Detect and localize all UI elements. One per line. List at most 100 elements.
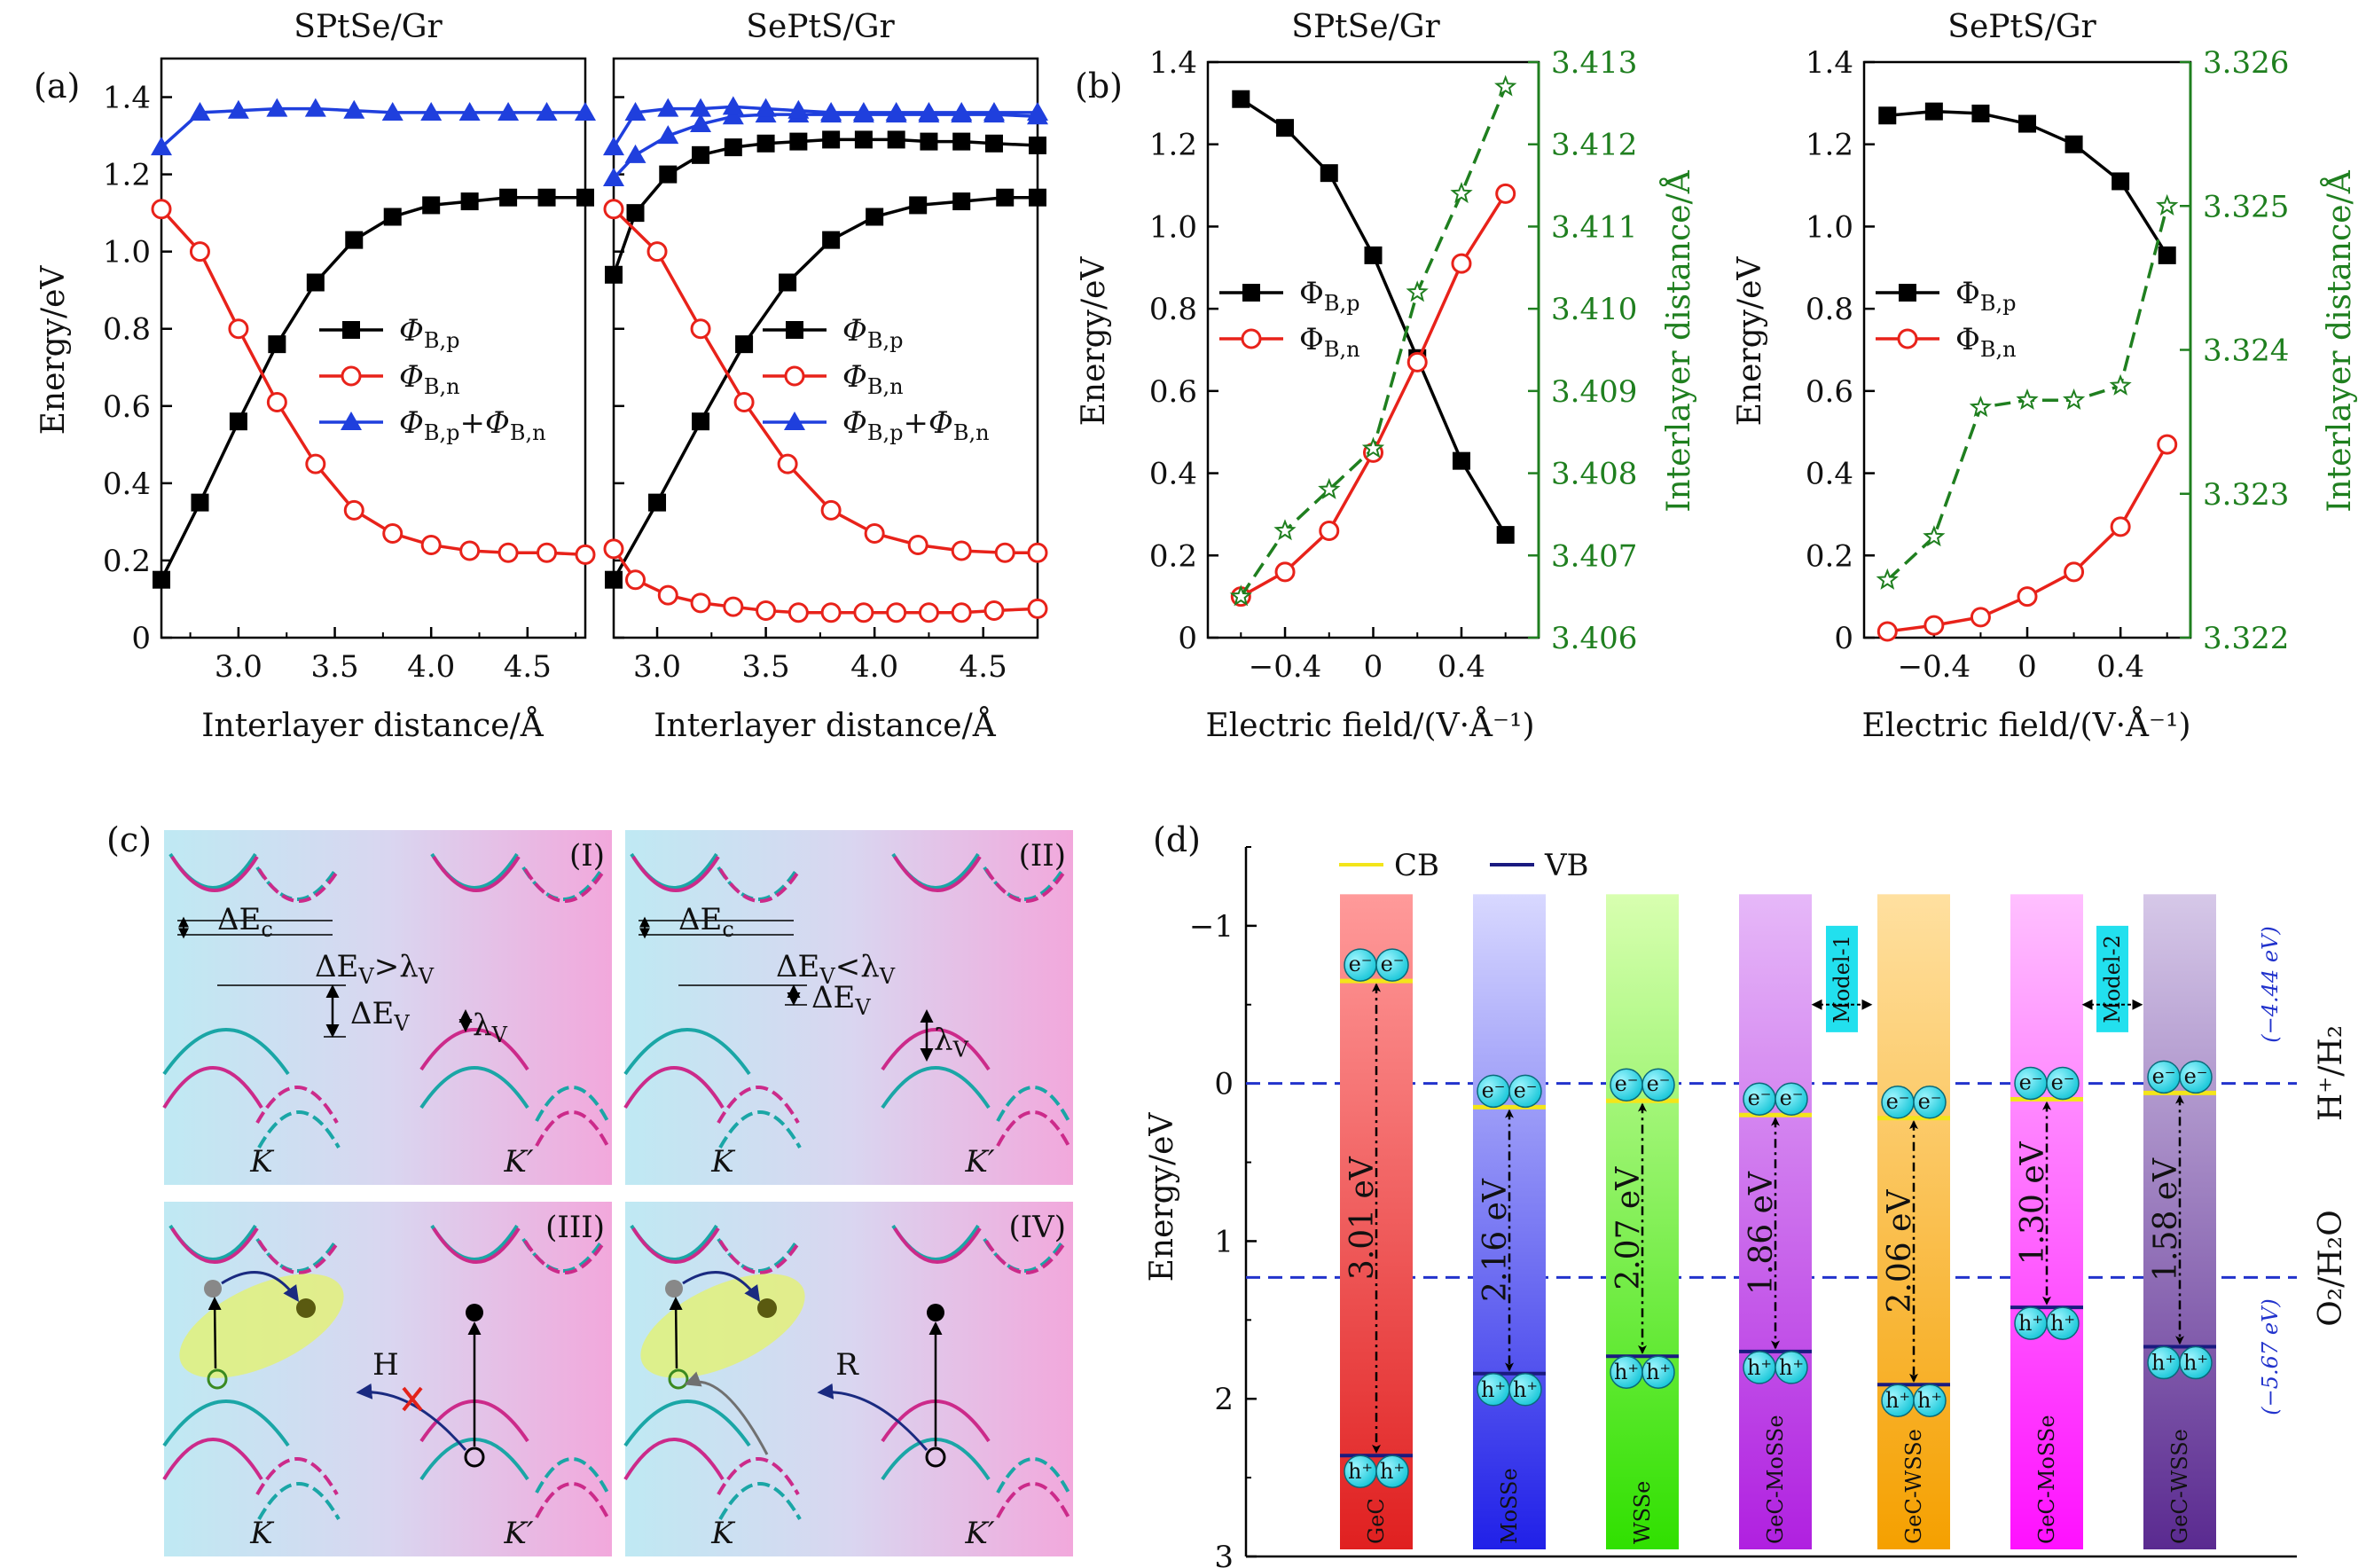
vb-parabola-k-dashed xyxy=(255,1457,339,1495)
data-point xyxy=(787,602,809,623)
data-point xyxy=(2064,561,2085,583)
data-point xyxy=(625,569,646,591)
data-point xyxy=(343,99,365,119)
electron-ball xyxy=(1375,948,1409,982)
legend-marker xyxy=(1241,328,1262,349)
data-point xyxy=(820,101,842,121)
data-point xyxy=(646,241,668,263)
electron-label: e⁻ xyxy=(2184,1063,2208,1088)
legend-label: ΦB,p xyxy=(1299,276,1360,316)
legend-label-part: B,n xyxy=(1324,337,1360,362)
legend-label-part: B,p xyxy=(1980,291,2017,316)
relation-label: ΔEV>λV xyxy=(315,949,435,989)
legend-label-part: B,n xyxy=(867,374,904,399)
y-axis-label: Energy/eV xyxy=(1144,1112,1180,1282)
data-point xyxy=(2110,516,2131,537)
x-tick-label: 0 xyxy=(2018,649,2037,685)
electron-label: e⁻ xyxy=(1482,1078,1506,1102)
y-tick-label: 0 xyxy=(131,621,151,656)
y-tick-label: 0.4 xyxy=(1806,457,1853,492)
legend-marker xyxy=(1897,328,1918,349)
y2-tick-label: 3.406 xyxy=(1551,621,1637,656)
y2-axis-label: Interlayer distance/Å xyxy=(2321,169,2358,512)
electron-label: e⁻ xyxy=(1349,952,1373,976)
gap-label: 1.30 eV xyxy=(2015,1141,2051,1265)
data-point xyxy=(420,101,443,121)
quadrant: (IV) K K′ R xyxy=(623,1202,1073,1556)
gap-label: 3.01 eV xyxy=(1344,1156,1381,1280)
vb-parabola-kp xyxy=(419,1028,529,1071)
y-tick-label: 1.2 xyxy=(1149,128,1197,163)
data-point xyxy=(724,138,742,157)
data-point xyxy=(2017,586,2038,608)
kprime-label: K′ xyxy=(503,1516,533,1551)
data-point xyxy=(306,273,325,292)
vb-parabola-k xyxy=(162,1399,290,1447)
data-point xyxy=(994,542,1015,563)
data-point xyxy=(1496,526,1515,545)
data-point xyxy=(1495,183,1516,204)
legend-label-part: Φ xyxy=(1299,322,1324,357)
series-line xyxy=(160,106,585,149)
data-point xyxy=(787,99,810,119)
data-point xyxy=(381,101,404,121)
cb-parabola-k xyxy=(631,1227,720,1264)
y2-tick-label: 3.413 xyxy=(1551,45,1637,81)
x-tick-label: 3.0 xyxy=(215,649,262,685)
forbidden-cross xyxy=(402,1386,423,1412)
stacking-label: H xyxy=(372,1347,399,1383)
data-point xyxy=(1494,74,1517,97)
x-axis-label: Interlayer distance/Å xyxy=(201,707,544,744)
cb-parabola-k xyxy=(170,1227,259,1264)
cb-parabola-kp-dashed xyxy=(984,867,1068,903)
legend-label-part: Φ xyxy=(928,405,953,441)
legend-marker xyxy=(784,365,805,387)
data-point xyxy=(1029,188,1046,207)
k-label: K xyxy=(710,1144,736,1180)
transfer-arrow xyxy=(817,1383,928,1451)
legend-label-part: Φ xyxy=(1955,322,1980,357)
data-point xyxy=(1970,607,1991,628)
data-point xyxy=(1320,164,1338,183)
data-point xyxy=(984,134,1003,153)
data-point xyxy=(983,101,1005,121)
y-tick-label: −1 xyxy=(1189,909,1234,945)
data-point xyxy=(2018,114,2036,133)
x-tick-label: 3.5 xyxy=(311,649,359,685)
data-point xyxy=(854,130,873,149)
data-point xyxy=(605,570,623,589)
cb-parabola-kp-dashed xyxy=(983,1237,1066,1273)
y-tick-label: 1.0 xyxy=(1149,209,1197,245)
y-tick-label: 0.8 xyxy=(103,312,151,348)
hole-label: h⁺ xyxy=(1513,1377,1538,1402)
data-point xyxy=(820,499,842,521)
x-axis-label: Interlayer distance/Å xyxy=(654,707,996,744)
reference-label: O₂/H₂O xyxy=(2313,1210,2349,1326)
vb-parabola-k-dashed xyxy=(257,1110,341,1149)
x-tick-label: 0.4 xyxy=(2096,649,2144,685)
model-tag-bg xyxy=(2096,925,2128,1032)
panel-label-a: (a) xyxy=(34,67,80,106)
data-point xyxy=(789,132,808,151)
quadrant: (III) K K′ H xyxy=(162,1202,612,1556)
data-point xyxy=(777,453,798,474)
electron-ball xyxy=(2046,1066,2080,1101)
hole-dot xyxy=(925,1446,946,1468)
quadrant-background xyxy=(625,830,1073,1185)
data-point xyxy=(723,596,744,617)
legend-label: ΦB,p xyxy=(842,313,904,353)
y2-tick-label: 3.322 xyxy=(2203,621,2289,656)
hole-dot xyxy=(207,1368,228,1390)
gap-label: 2.07 eV xyxy=(1610,1166,1647,1290)
data-point xyxy=(1318,477,1341,499)
data-point xyxy=(692,412,710,431)
data-point xyxy=(2062,388,2086,411)
y2-tick-label: 3.409 xyxy=(1551,374,1637,410)
hole-label: h⁺ xyxy=(1747,1355,1772,1380)
category-label: GeC-WSSe xyxy=(1901,1429,1926,1544)
vb-parabola-k-dashed xyxy=(718,1482,802,1520)
y2-axis-label: Interlayer distance/Å xyxy=(1660,169,1697,512)
data-point xyxy=(1273,519,1297,541)
data-point xyxy=(1319,520,1340,541)
data-point xyxy=(626,204,645,223)
